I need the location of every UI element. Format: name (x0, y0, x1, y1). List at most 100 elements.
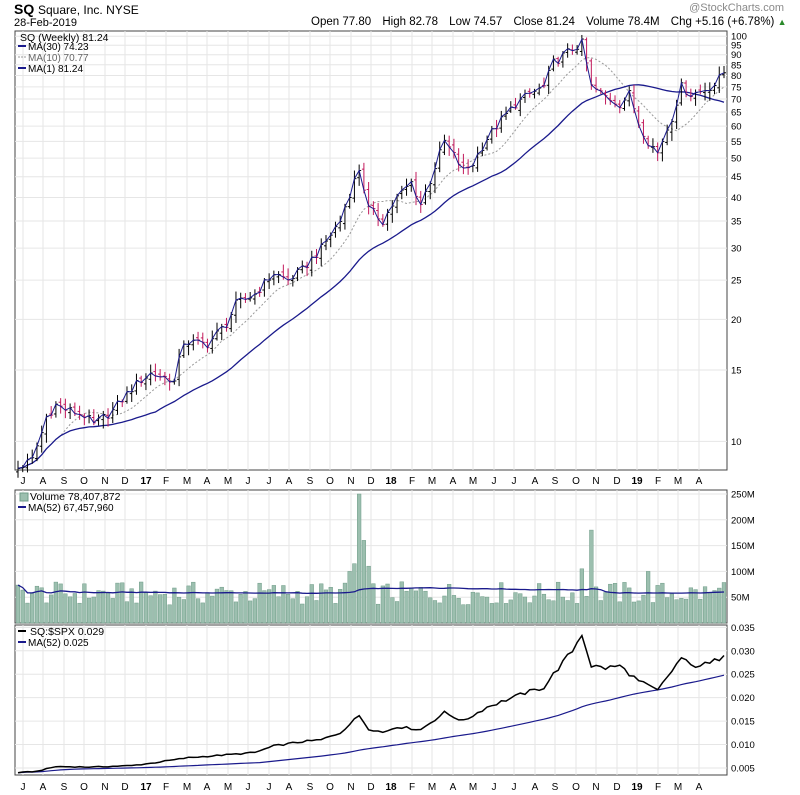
price-tick-label: 45 (731, 172, 742, 183)
ohlc-readout: Open 77.80 High 82.78 Low 74.57 Close 81… (311, 16, 787, 28)
volume-bar (484, 596, 490, 624)
price-tick-label: 10 (731, 437, 742, 448)
volume-bar (333, 603, 338, 624)
volume-bar (352, 563, 357, 624)
volume-bar (532, 595, 537, 624)
x-tick-label-top: A (40, 476, 47, 487)
volume-bar (105, 592, 111, 624)
volume-bar (271, 585, 276, 624)
volume-bar (314, 600, 319, 624)
x-tick-label-bottom: S (307, 782, 314, 793)
x-tick-label-bottom: O (326, 782, 334, 793)
volume-tick-label: 250M (731, 490, 755, 501)
volume-bar (385, 583, 390, 624)
ticker-symbol: SQ (14, 1, 35, 17)
x-tick-label-top: O (80, 476, 88, 487)
volume-bar (707, 592, 712, 624)
volume-bar (428, 597, 433, 624)
volume-bar (717, 587, 722, 624)
x-tick-label-top: M (469, 476, 477, 487)
volume-bar (77, 602, 82, 624)
volume-bar (641, 594, 646, 624)
volume-tick-label: 100M (731, 567, 755, 578)
x-tick-label-top: J (246, 476, 251, 487)
volume-bar (44, 602, 49, 624)
x-tick-label-bottom: A (532, 782, 539, 793)
volume-bar (404, 590, 409, 624)
volume-bar (233, 601, 239, 624)
volume-bar (584, 596, 589, 624)
ratio-tick-label: 0.020 (731, 693, 755, 704)
ohlc-bar (722, 65, 726, 79)
x-tick-label-top: D (367, 476, 374, 487)
volume-bar (608, 583, 613, 624)
volume-bar (172, 587, 177, 624)
volume-bar (229, 590, 234, 624)
ratio-line (17, 633, 725, 774)
x-tick-label-top: S (307, 476, 314, 487)
x-tick-label-top: M (674, 476, 682, 487)
x-tick-label-top: M (183, 476, 191, 487)
volume-bar (371, 583, 376, 624)
x-tick-label-top: J (492, 476, 497, 487)
ratio-legend-label: SQ:$SPX 0.029 (30, 626, 104, 638)
x-tick-label-top: N (592, 476, 599, 487)
volume-bar (541, 593, 547, 624)
ma10-legend-label: MA(10) 70.77 (28, 53, 89, 64)
x-tick-label-bottom: M (183, 782, 191, 793)
price-tick-label: 60 (731, 122, 742, 133)
volume-bar (290, 598, 295, 624)
volume-legend-label: Volume 78,407,872 (30, 491, 121, 503)
x-tick-label-bottom: M (469, 782, 477, 793)
volume-bar (110, 598, 115, 624)
volume-bar (565, 600, 570, 624)
volume-bar (186, 585, 191, 624)
high-value: 82.78 (409, 16, 438, 28)
volume-bar (627, 587, 632, 624)
price-tick-label: 65 (731, 108, 742, 119)
price-tick-label: 40 (731, 193, 742, 204)
volume-bar (480, 596, 485, 624)
x-tick-label-top: S (61, 476, 68, 487)
price-tick-label: 55 (731, 137, 742, 148)
volume-bar (243, 591, 248, 624)
x-tick-label-bottom: J (246, 782, 251, 793)
volume-bar (39, 587, 44, 624)
volume-ma52-line (17, 584, 725, 595)
volume-bar (494, 602, 499, 624)
volume-bar (499, 582, 504, 624)
volume-bar (295, 591, 300, 624)
volume-bar (537, 583, 542, 624)
exchange-label: NYSE (106, 3, 139, 17)
x-tick-label-top: O (572, 476, 580, 487)
x-tick-label-top: F (163, 476, 169, 487)
volume-bar (698, 598, 703, 624)
ma10-line (17, 57, 725, 469)
volume-bar (423, 590, 428, 624)
volume-bar (683, 598, 689, 624)
volume-tick-label: 50M (731, 593, 750, 604)
x-tick-label-bottom: A (204, 782, 211, 793)
up-arrow-icon: ▲ (777, 17, 787, 27)
volume-bar (34, 585, 40, 624)
volume-tick-label: 150M (731, 541, 755, 552)
volume-bar (518, 593, 523, 624)
volume-bar (49, 594, 54, 624)
company-name: Square, Inc. NYSE (38, 3, 139, 17)
volume-bar (546, 599, 551, 624)
volume-bar (115, 582, 120, 624)
volume-ma-legend-label: MA(52) 67,457,960 (28, 503, 114, 514)
x-tick-label-bottom: O (572, 782, 580, 793)
price-tick-label: 90 (731, 50, 742, 61)
volume-bar (380, 585, 385, 624)
volume-bar (129, 588, 134, 624)
price-tick-label: 75 (731, 82, 742, 93)
volume-bar (181, 599, 186, 624)
x-tick-label-top: D (613, 476, 620, 487)
x-tick-label-top: A (204, 476, 211, 487)
chg-value: +5.16 (+6.78%) (695, 16, 775, 28)
volume-bar (257, 582, 262, 624)
x-tick-label-bottom: N (347, 782, 354, 793)
price-tick-label: 35 (731, 216, 742, 227)
